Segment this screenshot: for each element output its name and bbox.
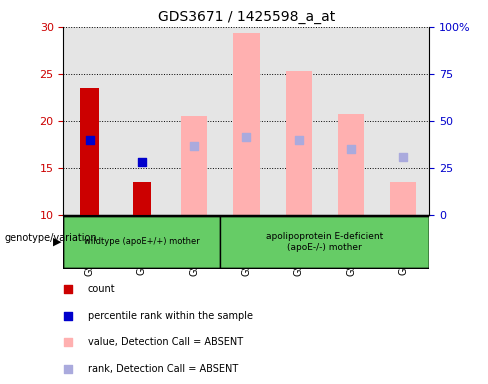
FancyBboxPatch shape bbox=[220, 216, 429, 268]
FancyBboxPatch shape bbox=[63, 216, 220, 268]
Text: wildtype (apoE+/+) mother: wildtype (apoE+/+) mother bbox=[84, 237, 200, 247]
Point bbox=[64, 313, 72, 319]
Bar bbox=[63, 27, 116, 215]
Text: apolipoprotein E-deficient
(apoE-/-) mother: apolipoprotein E-deficient (apoE-/-) mot… bbox=[266, 232, 384, 252]
Text: percentile rank within the sample: percentile rank within the sample bbox=[88, 311, 253, 321]
Bar bbox=[377, 215, 429, 269]
Bar bbox=[390, 182, 416, 215]
Point bbox=[64, 339, 72, 345]
Bar bbox=[233, 33, 260, 215]
Point bbox=[347, 146, 355, 152]
Bar bbox=[81, 88, 99, 215]
Bar bbox=[338, 114, 364, 215]
Point bbox=[399, 154, 407, 160]
Bar bbox=[133, 182, 151, 215]
Title: GDS3671 / 1425598_a_at: GDS3671 / 1425598_a_at bbox=[158, 10, 335, 25]
Text: ▶: ▶ bbox=[53, 237, 61, 247]
Bar bbox=[220, 27, 273, 215]
Text: rank, Detection Call = ABSENT: rank, Detection Call = ABSENT bbox=[88, 364, 238, 374]
Bar bbox=[168, 27, 220, 215]
Text: value, Detection Call = ABSENT: value, Detection Call = ABSENT bbox=[88, 337, 243, 347]
Point bbox=[295, 137, 303, 143]
Bar bbox=[168, 215, 220, 269]
Bar bbox=[116, 215, 168, 269]
Bar bbox=[273, 215, 325, 269]
Point bbox=[64, 366, 72, 372]
Text: count: count bbox=[88, 284, 116, 294]
Point bbox=[138, 159, 146, 166]
Bar bbox=[116, 27, 168, 215]
Bar bbox=[181, 116, 207, 215]
Bar bbox=[220, 215, 273, 269]
Bar bbox=[325, 27, 377, 215]
Point bbox=[243, 134, 250, 140]
Bar bbox=[325, 215, 377, 269]
Point bbox=[86, 137, 94, 143]
Bar bbox=[273, 27, 325, 215]
Point bbox=[64, 286, 72, 292]
Bar bbox=[63, 215, 116, 269]
Bar bbox=[377, 27, 429, 215]
Text: genotype/variation: genotype/variation bbox=[5, 233, 98, 243]
Bar bbox=[285, 71, 312, 215]
Point bbox=[190, 143, 198, 149]
